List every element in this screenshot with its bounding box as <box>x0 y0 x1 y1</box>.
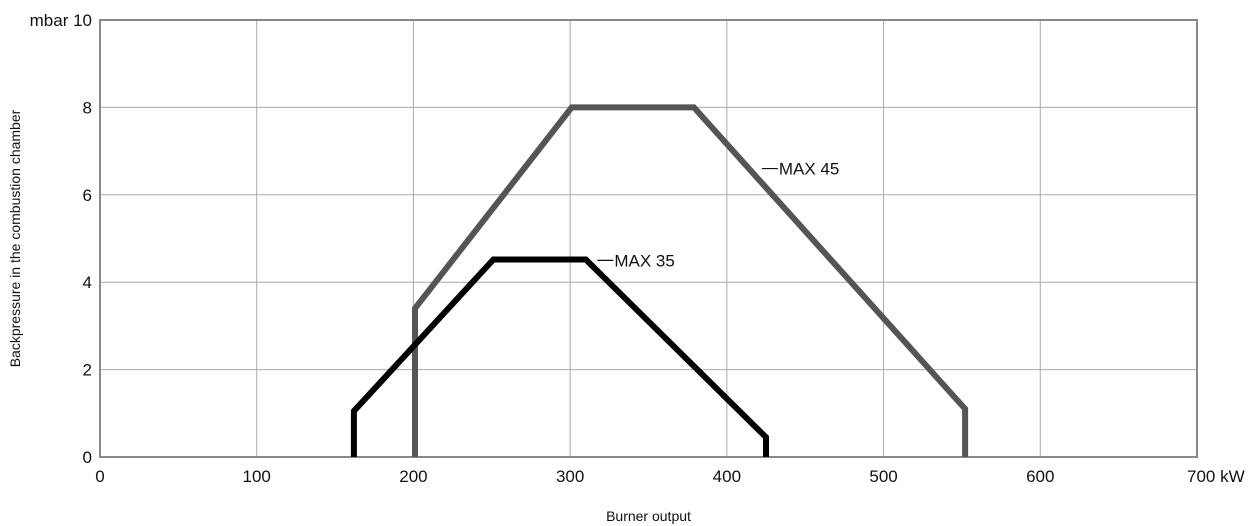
grid <box>99 19 1198 458</box>
y-tick-label-1: 2 <box>83 361 92 380</box>
x-axis-title: Burner output <box>606 508 691 524</box>
x-tick-label-3: 300 <box>556 467 584 486</box>
x-tick-label-2: 200 <box>399 467 427 486</box>
series-line-max-45 <box>412 104 969 457</box>
y-tick-label-4: 8 <box>83 98 92 117</box>
y-tick-label-0: 0 <box>83 448 92 467</box>
series-label-max-35: MAX 35 <box>614 251 674 270</box>
x-tick-label-5: 500 <box>869 467 897 486</box>
y-tick-labels: 0 2 4 6 8 mbar 10 <box>30 11 92 467</box>
x-tick-label-1: 100 <box>243 467 271 486</box>
y-tick-label-2: 4 <box>83 273 92 292</box>
y-tick-label-5: mbar 10 <box>30 11 92 30</box>
x-tick-label-4: 400 <box>713 467 741 486</box>
x-tick-label-7: 700 kW <box>1187 467 1245 486</box>
x-tick-label-6: 600 <box>1026 467 1054 486</box>
series-layer: MAX 45 MAX 35 <box>350 104 969 457</box>
y-tick-label-3: 6 <box>83 186 92 205</box>
x-tick-label-0: 0 <box>95 467 104 486</box>
series-label-max-45: MAX 45 <box>779 160 839 179</box>
plot-frame <box>99 19 1198 458</box>
y-axis-title: Backpressure in the combustion chamber <box>7 109 23 367</box>
x-tick-labels: 0 100 200 300 400 500 600 700 kW <box>95 467 1244 486</box>
series-line-max-35 <box>350 256 769 457</box>
